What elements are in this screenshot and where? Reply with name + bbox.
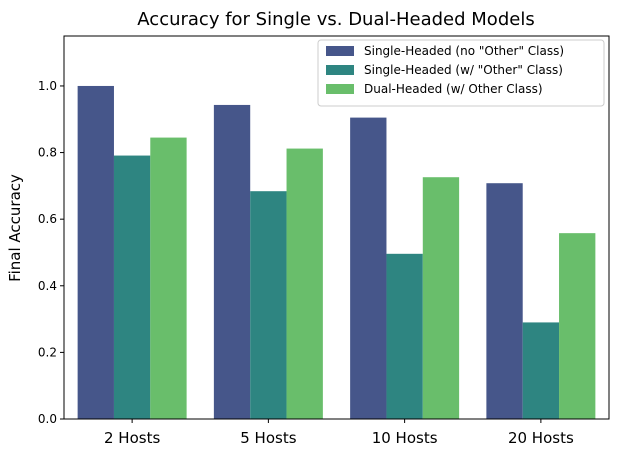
bar-series-1-2-hosts <box>77 85 114 420</box>
x-tick-label: 10 Hosts <box>372 429 438 447</box>
legend-label: Single-Headed (no "Other" Class) <box>364 44 564 58</box>
chart-title: Accuracy for Single vs. Dual-Headed Mode… <box>137 9 534 30</box>
x-tick-label: 20 Hosts <box>508 429 574 447</box>
bar-series-2-2-hosts <box>113 155 151 419</box>
legend: Single-Headed (no "Other" Class) Single-H… <box>317 39 605 107</box>
plot-frame <box>63 35 610 420</box>
bar-series-1-5-hosts <box>213 104 251 419</box>
legend-swatch <box>326 65 354 75</box>
y-ticks-group: 0.0 0.2 0.4 0.6 0.8 1.0 <box>38 79 64 426</box>
bar-series-3-5-hosts <box>286 148 323 419</box>
x-tick-label: 5 Hosts <box>240 429 296 447</box>
bar-series-2-5-hosts <box>250 191 287 419</box>
bars-group <box>77 85 596 420</box>
x-ticks-group: 2 Hosts 5 Hosts 10 Hosts 20 Hosts <box>104 419 574 447</box>
bar-series-1-20-hosts <box>486 183 523 419</box>
y-tick-label: 0.4 <box>38 279 57 293</box>
y-tick-label: 0.8 <box>38 146 57 160</box>
legend-swatch <box>326 46 354 56</box>
y-axis-label: Final Accuracy <box>6 174 24 282</box>
y-tick-label: 1.0 <box>38 79 57 93</box>
bar-series-3-20-hosts <box>559 233 596 419</box>
y-tick-label: 0.2 <box>38 345 57 359</box>
bar-series-2-20-hosts <box>522 322 560 419</box>
x-tick-label: 2 Hosts <box>104 429 160 447</box>
legend-box <box>317 39 605 107</box>
legend-label: Dual-Headed (w/ Other Class) <box>364 82 543 96</box>
bar-series-3-10-hosts <box>422 177 460 419</box>
bar-series-3-2-hosts <box>150 137 187 419</box>
y-tick-label: 0.0 <box>38 412 57 426</box>
y-tick-label: 0.6 <box>38 212 57 226</box>
legend-swatch <box>326 84 354 94</box>
bar-series-2-10-hosts <box>386 253 423 419</box>
bar-series-1-10-hosts <box>350 117 387 419</box>
legend-label: Single-Headed (w/ "Other" Class) <box>364 63 563 77</box>
